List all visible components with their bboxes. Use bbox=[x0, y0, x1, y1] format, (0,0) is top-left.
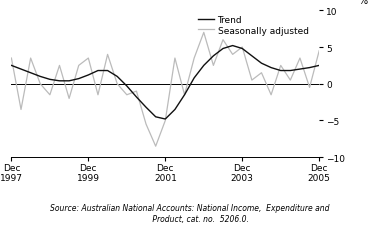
Seasonally adjusted bbox=[9, 57, 14, 60]
Seasonally adjusted bbox=[250, 79, 254, 82]
Seasonally adjusted bbox=[240, 46, 245, 49]
Trend bbox=[182, 94, 187, 97]
Seasonally adjusted bbox=[182, 94, 187, 97]
Seasonally adjusted bbox=[154, 145, 158, 148]
Seasonally adjusted bbox=[173, 57, 177, 60]
Seasonally adjusted bbox=[211, 65, 216, 68]
Trend bbox=[144, 106, 148, 109]
Trend bbox=[269, 67, 273, 70]
Text: Source: Australian National Accounts: National Income,  Expenditure and
        : Source: Australian National Accounts: Na… bbox=[50, 203, 330, 223]
Trend bbox=[86, 74, 91, 77]
Seasonally adjusted bbox=[76, 65, 81, 68]
Seasonally adjusted bbox=[134, 90, 139, 93]
Seasonally adjusted bbox=[125, 94, 129, 97]
Seasonally adjusted bbox=[317, 50, 321, 53]
Trend bbox=[134, 96, 139, 99]
Trend bbox=[279, 70, 283, 72]
Trend bbox=[211, 55, 216, 58]
Seasonally adjusted bbox=[28, 57, 33, 60]
Seasonally adjusted bbox=[115, 83, 119, 86]
Trend bbox=[67, 80, 71, 83]
Line: Trend: Trend bbox=[11, 46, 319, 119]
Seasonally adjusted bbox=[57, 65, 62, 68]
Trend bbox=[154, 116, 158, 119]
Seasonally adjusted bbox=[230, 54, 235, 56]
Trend bbox=[57, 80, 62, 83]
Trend bbox=[288, 70, 293, 72]
Trend bbox=[240, 48, 245, 51]
Trend bbox=[230, 45, 235, 48]
Seasonally adjusted bbox=[192, 57, 196, 60]
Seasonally adjusted bbox=[48, 94, 52, 97]
Line: Seasonally adjusted: Seasonally adjusted bbox=[11, 33, 319, 146]
Trend bbox=[38, 76, 43, 78]
Seasonally adjusted bbox=[269, 94, 273, 97]
Trend bbox=[163, 118, 168, 121]
Seasonally adjusted bbox=[163, 119, 168, 122]
Seasonally adjusted bbox=[19, 109, 23, 111]
Seasonally adjusted bbox=[86, 57, 91, 60]
Seasonally adjusted bbox=[38, 83, 43, 86]
Trend bbox=[298, 68, 302, 71]
Seasonally adjusted bbox=[307, 87, 312, 89]
Trend bbox=[125, 85, 129, 88]
Trend bbox=[28, 72, 33, 75]
Seasonally adjusted bbox=[67, 98, 71, 100]
Seasonally adjusted bbox=[144, 123, 148, 126]
Text: %: % bbox=[358, 0, 367, 6]
Trend bbox=[250, 55, 254, 58]
Trend bbox=[76, 78, 81, 81]
Trend bbox=[201, 65, 206, 68]
Trend bbox=[48, 79, 52, 81]
Seasonally adjusted bbox=[201, 32, 206, 34]
Trend bbox=[115, 76, 119, 78]
Trend bbox=[19, 68, 23, 71]
Seasonally adjusted bbox=[221, 39, 225, 42]
Seasonally adjusted bbox=[279, 65, 283, 68]
Trend bbox=[105, 70, 110, 72]
Trend bbox=[192, 77, 196, 80]
Legend: Trend, Seasonally adjusted: Trend, Seasonally adjusted bbox=[198, 16, 309, 36]
Seasonally adjusted bbox=[105, 54, 110, 56]
Trend bbox=[317, 65, 321, 68]
Trend bbox=[96, 70, 100, 72]
Seasonally adjusted bbox=[298, 57, 302, 60]
Trend bbox=[259, 63, 264, 65]
Trend bbox=[9, 65, 14, 68]
Seasonally adjusted bbox=[259, 72, 264, 75]
Seasonally adjusted bbox=[288, 79, 293, 82]
Trend bbox=[221, 48, 225, 51]
Trend bbox=[307, 67, 312, 70]
Seasonally adjusted bbox=[96, 94, 100, 97]
Trend bbox=[173, 109, 177, 111]
